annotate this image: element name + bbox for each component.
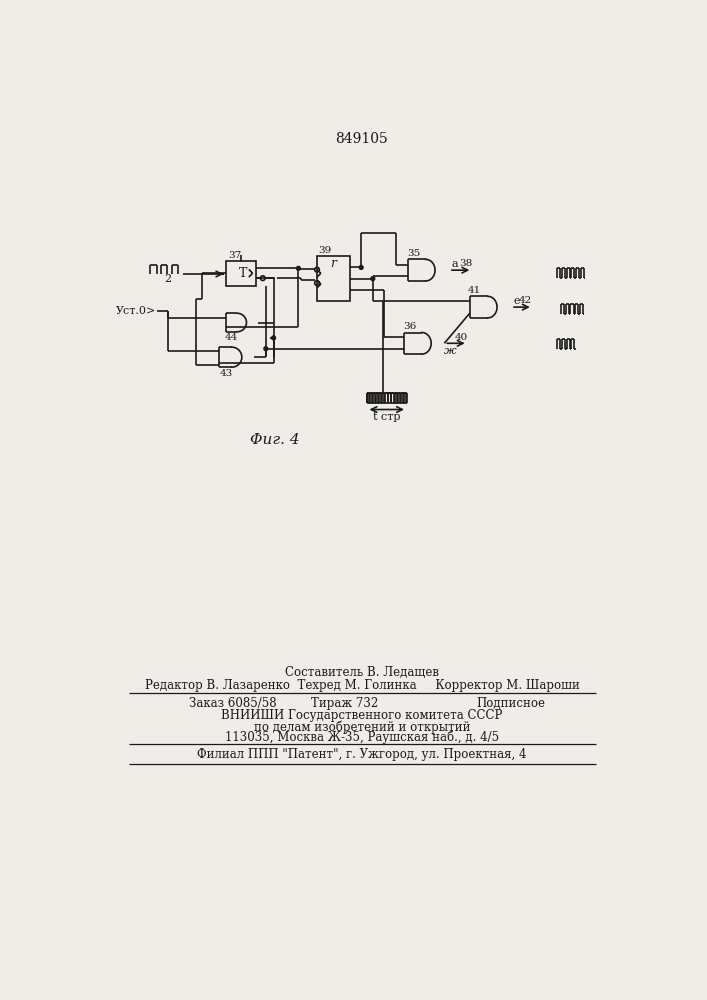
Text: а: а xyxy=(452,259,459,269)
Text: T: T xyxy=(238,267,247,280)
Text: 44: 44 xyxy=(225,333,238,342)
Circle shape xyxy=(271,336,276,340)
Text: Подписное: Подписное xyxy=(477,697,545,710)
Circle shape xyxy=(296,266,300,270)
Text: t стр: t стр xyxy=(373,412,400,422)
Text: 2: 2 xyxy=(164,274,171,284)
Text: 113035, Москва Ж-35, Раушская наб., д. 4/5: 113035, Москва Ж-35, Раушская наб., д. 4… xyxy=(225,731,499,744)
Text: 43: 43 xyxy=(220,369,233,378)
Text: Тираж 732: Тираж 732 xyxy=(310,697,378,710)
Text: 42: 42 xyxy=(518,296,532,305)
Text: 849105: 849105 xyxy=(336,132,388,146)
Circle shape xyxy=(371,277,375,281)
Text: r: r xyxy=(330,257,337,270)
Text: по делам изобретений и открытий: по делам изобретений и открытий xyxy=(254,720,470,734)
Text: Уст.0>: Уст.0> xyxy=(117,306,156,316)
Circle shape xyxy=(359,266,363,269)
Text: Редактор В. Лазаренко  Техред М. Голинка     Корректор М. Шароши: Редактор В. Лазаренко Техред М. Голинка … xyxy=(144,679,580,692)
Text: 37: 37 xyxy=(228,251,241,260)
Text: 36: 36 xyxy=(404,322,416,331)
Text: Филиал ППП "Патент", г. Ужгород, ул. Проектная, 4: Филиал ППП "Патент", г. Ужгород, ул. Про… xyxy=(197,748,527,761)
Text: 39: 39 xyxy=(319,246,332,255)
Text: 41: 41 xyxy=(468,286,481,295)
Text: е: е xyxy=(513,296,520,306)
Text: ж: ж xyxy=(444,346,457,356)
Text: Заказ 6085/58: Заказ 6085/58 xyxy=(189,697,276,710)
Circle shape xyxy=(264,347,268,351)
Bar xyxy=(317,256,349,301)
Text: ВНИИШИ Государственного комитета СССР: ВНИИШИ Государственного комитета СССР xyxy=(221,709,503,722)
Text: 40: 40 xyxy=(455,333,468,342)
Text: 35: 35 xyxy=(407,249,421,258)
Bar xyxy=(226,261,256,286)
Text: 38: 38 xyxy=(460,259,473,268)
Text: Φиг. 4: Φиг. 4 xyxy=(250,433,299,447)
Text: Составитель В. Ледащев: Составитель В. Ледащев xyxy=(285,666,439,679)
